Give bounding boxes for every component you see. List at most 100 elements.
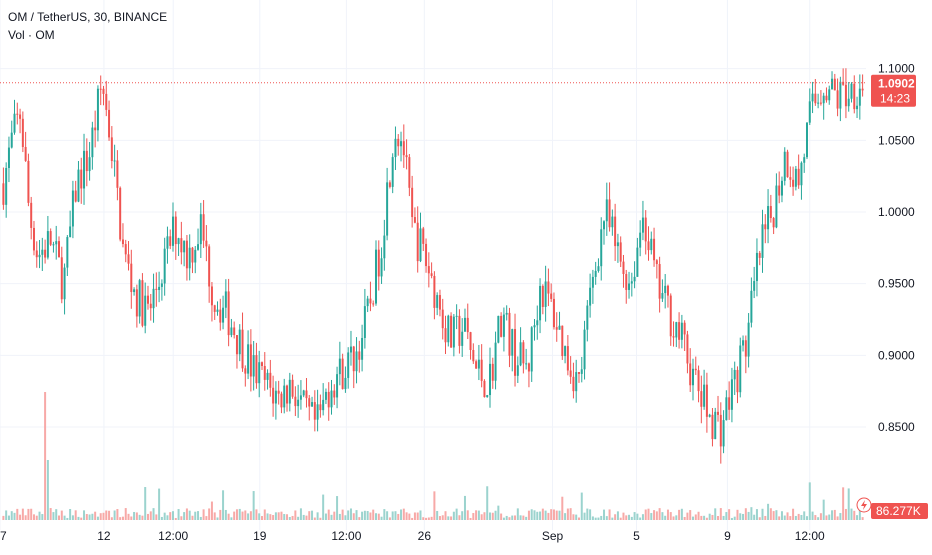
- volume-bar: [19, 514, 22, 520]
- volume-bar: [24, 515, 27, 520]
- candle-body: [611, 216, 614, 228]
- volume-bar: [80, 517, 83, 520]
- volume-bar: [146, 513, 149, 520]
- candle-body: [85, 150, 88, 172]
- volume-bar: [580, 492, 583, 520]
- volume-bar: [861, 517, 864, 520]
- candle-body: [172, 216, 175, 246]
- candle-body: [52, 244, 55, 246]
- candle-body: [27, 160, 30, 203]
- volume-bar: [71, 515, 74, 520]
- candle-body: [66, 237, 69, 268]
- volume-bar: [308, 511, 311, 520]
- volume-bar: [127, 513, 130, 520]
- candle-body: [141, 280, 144, 326]
- candle-body: [644, 217, 647, 242]
- candle-body: [564, 346, 567, 357]
- candle-body: [294, 396, 297, 407]
- volume-bar: [489, 512, 492, 520]
- volume-bar: [647, 508, 650, 520]
- candle-body: [180, 238, 183, 253]
- volume-bar: [172, 511, 175, 520]
- candle-body: [572, 376, 575, 392]
- volume-bar: [450, 516, 453, 520]
- candle-body: [138, 280, 141, 317]
- volume-bar: [241, 511, 244, 520]
- candle-body: [2, 183, 5, 205]
- volume-bar: [405, 512, 408, 520]
- volume-bar: [689, 510, 692, 520]
- candle-body: [836, 90, 839, 109]
- volume-bar: [283, 514, 286, 520]
- volume-bar: [135, 512, 138, 520]
- candle-body: [425, 243, 428, 267]
- volume-bar: [778, 516, 781, 520]
- volume-bar: [96, 516, 99, 520]
- volume-bar: [533, 510, 536, 520]
- candle-body: [589, 287, 592, 306]
- volume-bar: [514, 515, 517, 520]
- candle-body: [744, 340, 747, 357]
- price-axis[interactable]: 0.8500 0.9000 0.9500 1.0000 1.0500 1.1000: [878, 62, 915, 434]
- volume-bar: [811, 511, 814, 520]
- candle-body: [805, 122, 808, 158]
- candle-body: [133, 289, 136, 293]
- volume-bar: [831, 510, 834, 520]
- volume-bar: [63, 515, 66, 520]
- candle-body: [213, 305, 216, 312]
- lightning-icon[interactable]: [856, 497, 872, 513]
- candle-body: [441, 309, 444, 329]
- volume-bar: [252, 491, 255, 520]
- volume-bar: [516, 508, 519, 520]
- volume-bar: [472, 513, 475, 520]
- volume-bar: [85, 514, 88, 520]
- volume-bar: [675, 515, 678, 520]
- volume-bar: [77, 516, 80, 520]
- candle-body: [333, 390, 336, 398]
- candle-body: [338, 358, 341, 375]
- candle-body: [110, 137, 113, 161]
- volume-bar: [394, 511, 397, 520]
- candle-body: [708, 414, 711, 417]
- volume-bar: [441, 515, 444, 520]
- volume-bar: [522, 515, 525, 520]
- candle-body: [828, 89, 831, 101]
- candle-body: [736, 369, 739, 393]
- candle-body: [725, 397, 728, 421]
- candle-body: [266, 372, 269, 380]
- candle-body: [675, 322, 678, 338]
- candle-body: [861, 88, 864, 91]
- volume-bar: [247, 513, 250, 520]
- volume-bar: [586, 508, 589, 520]
- candle-body: [436, 295, 439, 308]
- candle-body: [419, 228, 422, 262]
- candle-body: [71, 190, 74, 227]
- time-axis[interactable]: 7 12 12:00 19 12:00 26 Sep 5 9 12:00: [0, 529, 825, 543]
- candle-body: [91, 127, 94, 158]
- candle-body: [577, 372, 580, 374]
- volume-bar: [544, 510, 547, 520]
- candle-body: [853, 83, 856, 110]
- candle-body: [647, 241, 650, 251]
- candle-body: [96, 88, 99, 131]
- candle-body: [444, 328, 447, 343]
- volume-bar: [619, 517, 622, 520]
- candle-body: [480, 359, 483, 381]
- candle-body: [714, 411, 717, 440]
- candle-body: [63, 267, 66, 300]
- candle-body: [80, 169, 83, 189]
- candle-body: [697, 370, 700, 392]
- candle-body: [341, 358, 344, 390]
- volume-bar: [733, 516, 736, 520]
- current-price-value: 1.0902: [878, 77, 915, 91]
- volume-bar: [717, 516, 720, 520]
- candle-body: [355, 351, 358, 372]
- volume-bar: [336, 496, 339, 520]
- volume-bar: [836, 516, 839, 520]
- x-tick-label: 7: [0, 529, 7, 543]
- candle-body: [163, 248, 166, 284]
- volume-bar: [744, 508, 747, 520]
- candle-body: [269, 372, 272, 388]
